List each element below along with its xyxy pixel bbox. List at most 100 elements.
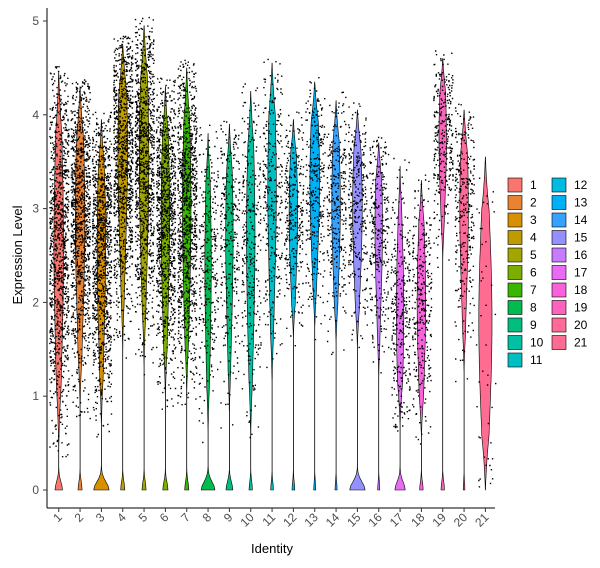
legend-item-16: 16	[551, 247, 588, 263]
violin-shape-20	[459, 109, 469, 491]
legend-label: 5	[530, 248, 537, 262]
x-tick-label: 20	[451, 510, 471, 530]
legend-label: 1	[530, 178, 537, 192]
legend-label: 6	[530, 266, 537, 280]
legend-item-2: 2	[507, 195, 537, 210]
legend-item-12: 12	[551, 177, 588, 193]
x-tick-label: 16	[366, 510, 386, 530]
violin-21	[478, 156, 493, 491]
x-tick-label: 5	[136, 510, 151, 525]
y-axis-title: Expression Level	[10, 205, 25, 304]
violin-shape-11	[267, 62, 277, 491]
points-2	[70, 79, 92, 420]
legend-swatch	[507, 195, 523, 210]
x-tick-label: 9	[221, 510, 236, 525]
legend-label: 16	[574, 248, 588, 262]
legend-item-18: 18	[551, 282, 588, 298]
violin-shape-12	[288, 119, 298, 491]
points-20	[454, 103, 476, 383]
violin-18	[416, 180, 426, 491]
violin-shape-15	[349, 109, 366, 491]
points-18	[411, 174, 433, 445]
violin-shape-19	[438, 58, 447, 491]
legend-label: 9	[530, 318, 537, 332]
x-tick-label: 13	[302, 510, 322, 530]
points-5	[134, 16, 156, 376]
legend-item-1: 1	[507, 177, 537, 193]
points-4	[113, 35, 134, 359]
legend-label: 19	[574, 301, 588, 315]
violin-shape-21	[478, 156, 493, 491]
legend-swatch	[507, 335, 523, 350]
violin-13	[309, 81, 320, 491]
points-9	[219, 120, 241, 429]
legend-label: 12	[574, 178, 588, 192]
points-15	[347, 102, 369, 349]
legend-swatch	[551, 230, 567, 245]
violin-shape-8	[200, 133, 216, 491]
x-tick-label: 4	[114, 510, 129, 525]
x-tick-label: 1	[50, 510, 65, 525]
x-tick-label: 8	[200, 510, 215, 525]
violin-shape-9	[225, 123, 234, 491]
violin-shape-13	[309, 81, 320, 491]
y-tick-label: 4	[32, 108, 39, 122]
x-tick-label: 17	[387, 510, 407, 530]
violin-19	[438, 58, 447, 491]
y-tick-label: 0	[32, 483, 39, 497]
legend-item-17: 17	[551, 265, 588, 280]
legend-label: 8	[530, 301, 537, 315]
legend-swatch	[551, 265, 567, 280]
points-16	[369, 136, 390, 374]
legend-item-5: 5	[507, 247, 537, 263]
legend-item-11: 11	[507, 352, 543, 368]
violin-2	[75, 86, 86, 491]
y-tick-label: 1	[32, 389, 39, 403]
legend-swatch	[551, 247, 567, 263]
violin-20	[459, 109, 469, 491]
legend-label: 7	[530, 283, 537, 297]
legend-swatch	[507, 247, 523, 263]
legend-label: 13	[574, 196, 588, 210]
x-tick-label: 11	[259, 510, 278, 529]
x-tick-label: 6	[157, 510, 172, 525]
legend-swatch	[551, 300, 567, 315]
legend-swatch	[551, 195, 567, 210]
violin-15	[349, 109, 366, 491]
legend-swatch	[551, 282, 567, 298]
x-tick-label: 3	[93, 510, 108, 525]
points-layer	[49, 16, 497, 488]
legend-label: 20	[574, 318, 588, 332]
points-3	[91, 111, 113, 438]
legend-item-4: 4	[507, 230, 537, 245]
x-tick-label: 2	[72, 510, 87, 525]
legend-item-10: 10	[507, 335, 544, 350]
violin-11	[267, 62, 277, 491]
legend-label: 4	[530, 231, 537, 245]
legend-label: 15	[574, 231, 588, 245]
points-11	[262, 58, 283, 369]
legend-swatch	[551, 177, 567, 193]
violin-shape-2	[75, 86, 86, 491]
legend-item-3: 3	[507, 212, 537, 228]
legend-swatch	[551, 317, 567, 333]
legend-item-19: 19	[551, 300, 588, 315]
x-tick-label: 10	[238, 510, 258, 530]
legend-swatch	[507, 300, 523, 315]
legend-label: 3	[530, 213, 537, 227]
points-12	[283, 111, 305, 347]
legend-swatch	[507, 212, 523, 228]
legend-swatch	[551, 335, 567, 350]
legend-swatch	[507, 177, 523, 193]
points-7	[177, 59, 198, 406]
violin-9	[225, 123, 234, 491]
legend-label: 14	[574, 213, 588, 227]
points-13	[305, 77, 326, 341]
legend-item-9: 9	[507, 317, 537, 333]
legend-label: 2	[530, 196, 537, 210]
legend-swatch	[507, 282, 523, 298]
legend-swatch	[507, 265, 523, 280]
legend-item-13: 13	[551, 195, 588, 210]
